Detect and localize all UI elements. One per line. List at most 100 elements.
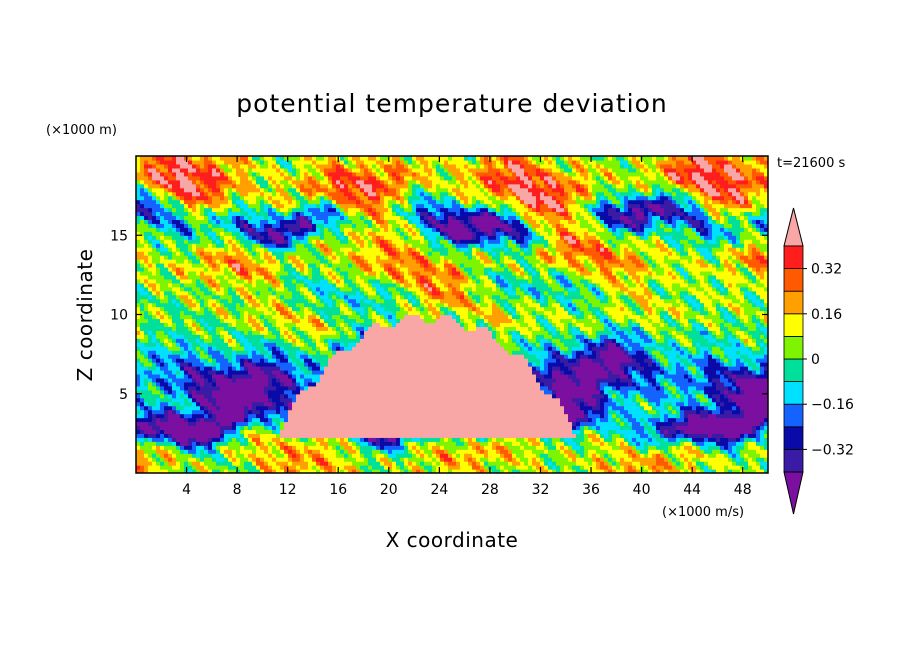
heatmap-cell [692, 373, 697, 379]
heatmap-cell [404, 405, 409, 411]
heatmap-cell [432, 373, 437, 379]
heatmap-cell [464, 389, 469, 395]
heatmap-cell [360, 377, 365, 383]
heatmap-cell [428, 425, 433, 431]
heatmap-cell [188, 457, 193, 462]
heatmap-cell [364, 350, 369, 355]
heatmap-cell [336, 457, 341, 462]
heatmap-cell [416, 366, 421, 371]
heatmap-cell [392, 413, 397, 419]
heatmap-cell [756, 453, 761, 458]
heatmap-cell [580, 469, 585, 473]
heatmap-cell [556, 449, 561, 454]
heatmap-cell [664, 381, 669, 387]
heatmap-cell [580, 457, 585, 462]
heatmap-cell [724, 445, 729, 450]
heatmap-cell [668, 377, 673, 383]
heatmap-cell [540, 465, 545, 470]
heatmap-cell [244, 358, 249, 363]
heatmap-cell [460, 429, 465, 434]
heatmap-cell [716, 429, 721, 434]
heatmap-cell [340, 449, 345, 454]
heatmap-cell [556, 421, 561, 427]
heatmap-cell [484, 366, 489, 371]
heatmap-cell [656, 381, 661, 387]
heatmap-cell [464, 377, 469, 383]
heatmap-cell [568, 461, 573, 466]
heatmap-cell [328, 397, 333, 403]
heatmap-cell [404, 425, 409, 431]
heatmap-cell [688, 366, 693, 371]
heatmap-cell [760, 425, 765, 431]
heatmap-cell [604, 441, 609, 446]
heatmap-cell [532, 401, 537, 407]
heatmap-cell [764, 377, 768, 383]
heatmap-cell [596, 437, 601, 442]
heatmap-cell [516, 445, 521, 450]
heatmap-cell [248, 397, 253, 403]
heatmap-cell [276, 401, 281, 407]
heatmap-cell [628, 381, 633, 387]
time-label: t=21600 s [777, 156, 845, 171]
heatmap-cell [620, 413, 625, 419]
heatmap-cell [344, 465, 349, 470]
heatmap-cell [388, 457, 393, 462]
heatmap-cell [252, 401, 257, 407]
heatmap-cell [324, 413, 329, 419]
heatmap-cell [544, 465, 549, 470]
heatmap-cell [436, 385, 441, 391]
heatmap-cell [644, 453, 649, 458]
heatmap-cell [720, 397, 725, 403]
heatmap-cell [596, 354, 601, 359]
heatmap-cell [332, 369, 337, 375]
heatmap-cell [680, 449, 685, 454]
heatmap-cell [528, 429, 533, 434]
heatmap-cell [392, 354, 397, 359]
heatmap-cell [496, 373, 501, 379]
heatmap-cell [712, 417, 717, 423]
heatmap-cell [460, 465, 465, 470]
heatmap-cell [392, 362, 397, 367]
heatmap-cell [256, 449, 261, 454]
heatmap-cell [208, 405, 213, 411]
heatmap-cell [668, 457, 673, 462]
heatmap-cell [604, 429, 609, 434]
heatmap-cell [148, 453, 153, 458]
heatmap-cell [748, 385, 753, 391]
heatmap-cell [328, 366, 333, 371]
heatmap-cell [528, 417, 533, 423]
heatmap-cell [632, 469, 637, 473]
heatmap-cell [216, 393, 221, 399]
heatmap-cell [656, 350, 661, 355]
heatmap-cell [272, 385, 277, 391]
heatmap-cell [216, 385, 221, 391]
heatmap-cell [204, 449, 209, 454]
heatmap-cell [584, 389, 589, 395]
heatmap-cell [212, 469, 217, 473]
heatmap-cell [628, 373, 633, 379]
heatmap-cell [300, 409, 305, 415]
heatmap-cell [368, 421, 373, 427]
heatmap-cell [528, 457, 533, 462]
heatmap-cell [268, 453, 273, 458]
heatmap-cell [348, 453, 353, 458]
heatmap-cell [508, 425, 513, 431]
heatmap-cell [152, 429, 157, 434]
heatmap-cell [268, 381, 273, 387]
heatmap-cell [224, 433, 229, 438]
heatmap-cell [232, 358, 237, 363]
heatmap-cell [720, 381, 725, 387]
heatmap-cell [152, 366, 157, 371]
heatmap-cell [264, 397, 269, 403]
heatmap-cell [728, 457, 733, 462]
heatmap-cell [416, 373, 421, 379]
heatmap-cell [140, 461, 145, 466]
heatmap-cell [568, 445, 573, 450]
heatmap-cell [492, 362, 497, 367]
heatmap-cell [444, 389, 449, 395]
heatmap-cell [452, 369, 457, 375]
heatmap-cell [420, 465, 425, 470]
heatmap-cell [608, 354, 613, 359]
heatmap-cell [584, 461, 589, 466]
heatmap-cell [412, 346, 417, 351]
